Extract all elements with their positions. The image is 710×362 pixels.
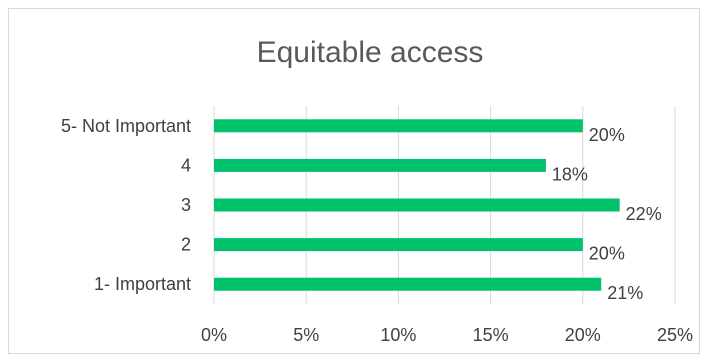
data-label: 21% [607,283,643,303]
data-label: 22% [626,204,662,224]
bar [214,119,583,133]
x-tick-label: 10% [380,325,416,345]
data-label: 20% [589,125,625,145]
x-tick-label: 25% [657,325,693,345]
x-tick-label: 0% [201,325,227,345]
x-tick-label: 5% [293,325,319,345]
bars [214,119,620,291]
chart-title: Equitable access [257,36,484,69]
x-tick-label: 15% [473,325,509,345]
bar [214,198,620,212]
category-label: 1- Important [94,274,191,294]
category-label: 2 [181,235,191,255]
category-label: 4 [181,155,191,175]
data-label: 18% [552,164,588,184]
category-label: 3 [181,195,191,215]
category-labels: 5- Not Important 4 3 2 1- Important [61,116,191,294]
chart-frame [8,8,700,354]
x-axis-tick-labels: 0% 5% 10% 15% 20% 25% [201,325,693,345]
data-label: 20% [589,244,625,264]
bar [214,277,602,291]
bar [214,158,546,172]
bar [214,238,583,252]
data-labels: 20%18%22%20%21% [552,125,662,303]
category-label: 5- Not Important [61,116,191,136]
x-tick-label: 20% [565,325,601,345]
